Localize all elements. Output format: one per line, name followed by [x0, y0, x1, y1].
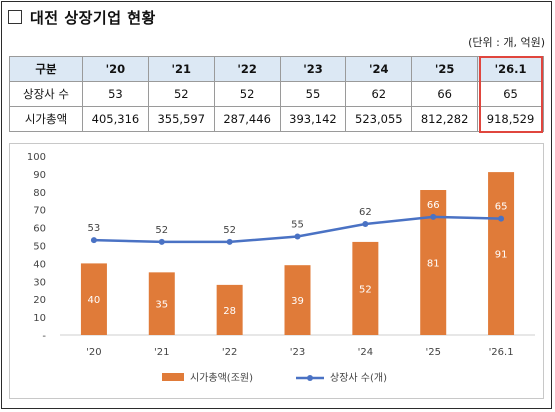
table-header-cell: '26.1	[477, 56, 544, 82]
table-cell: 52	[213, 81, 281, 107]
y-tick-label: 50	[33, 242, 46, 253]
line-point	[226, 238, 233, 245]
unit-note: (단위 : 개, 억원)	[468, 36, 545, 49]
table-row: 상장사 수 53 52 52 55 62 66 65	[9, 81, 544, 107]
bar-data-label: 40	[88, 295, 101, 306]
x-tick-label: '23	[290, 347, 305, 358]
table-header-cell: 구분	[9, 56, 83, 82]
table-cell: 66	[411, 81, 479, 107]
chart-container: - 10 20 30 40 50 60 70 80 90 100 40 35 28 39 52 81 91 53 52…	[9, 143, 544, 399]
y-tick-label: 20	[33, 295, 46, 306]
table-header-cell: '21	[147, 56, 215, 82]
line-data-label: 65	[495, 202, 508, 213]
table-cell: 812,282	[411, 106, 479, 132]
table-cell: 65	[477, 81, 544, 107]
checkbox-icon[interactable]	[8, 10, 22, 24]
bar	[284, 265, 311, 335]
line-data-label: 52	[155, 225, 168, 236]
bar-data-label: 52	[359, 284, 372, 295]
table-cell: 62	[345, 81, 413, 107]
x-tick-label: '22	[222, 347, 237, 358]
legend-swatch-bar	[162, 373, 184, 381]
line-data-label: 62	[359, 207, 372, 218]
line-data-label: 55	[291, 220, 304, 231]
bar-data-label: 35	[155, 300, 168, 311]
y-tick-label: 40	[33, 259, 46, 270]
bar	[216, 284, 243, 335]
bar-data-label: 81	[427, 259, 440, 270]
table-header-cell: '20	[82, 56, 149, 82]
x-tick-label: '24	[358, 347, 373, 358]
line-point	[430, 213, 437, 220]
table-cell: 918,529	[477, 106, 544, 132]
line-data-label: 52	[223, 225, 236, 236]
bar-data-label: 91	[495, 250, 508, 261]
table-header-cell: '23	[279, 56, 347, 82]
line-point	[498, 215, 505, 222]
x-tick-label: '21	[154, 347, 169, 358]
x-tick-label: '20	[86, 347, 101, 358]
bar-data-label: 28	[223, 306, 236, 317]
row-label: 시가총액	[9, 106, 83, 132]
table-header-cell: '22	[213, 56, 281, 82]
y-tick-label: -	[42, 331, 46, 342]
table-row: 시가총액 405,316 355,597 287,446 393,142 523…	[9, 106, 544, 132]
line-data-label: 53	[88, 223, 101, 234]
y-tick-label: 80	[33, 188, 46, 199]
combo-chart: - 10 20 30 40 50 60 70 80 90 100 40 35 28 39 52 81 91 53 52…	[27, 152, 535, 384]
table-cell: 523,055	[345, 106, 413, 132]
bar	[148, 272, 175, 335]
legend-label-bar: 시가총액(조원)	[190, 372, 253, 384]
legend-marker-line	[307, 375, 313, 381]
x-tick-label: '26.1	[489, 347, 514, 358]
table-cell: 55	[279, 81, 347, 107]
table-header-cell: '25	[411, 56, 479, 82]
table-cell: 52	[147, 81, 215, 107]
x-tick-label: '25	[425, 347, 440, 358]
title-row: 대전 상장기업 현황	[8, 6, 156, 28]
y-tick-label: 90	[33, 170, 46, 181]
table-header-row: 구분 '20 '21 '22 '23 '24 '25 '26.1	[9, 56, 544, 82]
y-tick-label: 70	[33, 206, 46, 217]
bar	[352, 241, 379, 335]
table-cell: 287,446	[213, 106, 281, 132]
table-cell: 53	[82, 81, 149, 107]
data-table: 구분 '20 '21 '22 '23 '24 '25 '26.1 상장사 수 5…	[9, 56, 544, 132]
bar	[80, 263, 107, 335]
line-point	[90, 237, 97, 244]
legend-label-line: 상장사 수(개)	[330, 372, 387, 384]
y-tick-label: 10	[33, 313, 46, 324]
line-point	[158, 238, 165, 245]
page-title: 대전 상장기업 현황	[30, 8, 156, 27]
row-label: 상장사 수	[9, 81, 83, 107]
table-header-cell: '24	[345, 56, 413, 82]
line-data-label: 66	[427, 200, 440, 211]
table-cell: 393,142	[279, 106, 347, 132]
y-tick-label: 60	[33, 224, 46, 235]
bar	[488, 172, 515, 335]
table-cell: 355,597	[147, 106, 215, 132]
y-tick-label: 100	[27, 152, 46, 163]
line-point	[362, 221, 369, 228]
line-point	[294, 233, 301, 240]
y-tick-label: 30	[33, 277, 46, 288]
bar-data-label: 39	[291, 296, 304, 307]
table-cell: 405,316	[82, 106, 149, 132]
